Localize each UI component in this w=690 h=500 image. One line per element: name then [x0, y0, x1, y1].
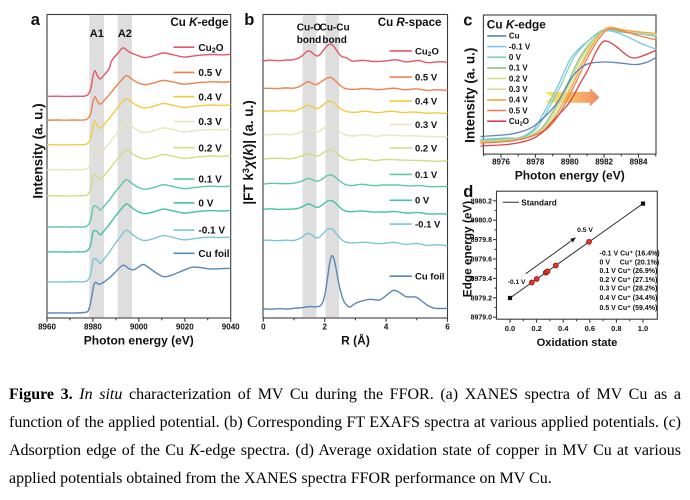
svg-text:6: 6	[445, 322, 450, 331]
svg-text:0.3 V Cu⁺ (28.2%): 0.3 V Cu⁺ (28.2%)	[600, 286, 658, 293]
svg-text:9020: 9020	[176, 322, 194, 331]
svg-text:Intensity (a. u.): Intensity (a. u.)	[463, 48, 478, 143]
svg-text:8980: 8980	[561, 158, 579, 167]
svg-text:8984: 8984	[630, 158, 648, 167]
svg-text:Cu-O: Cu-O	[297, 23, 322, 34]
svg-text:Oxidation state: Oxidation state	[537, 337, 618, 349]
svg-text:a: a	[31, 11, 41, 29]
svg-text:Standard: Standard	[521, 199, 557, 208]
svg-text:0.5 V: 0.5 V	[509, 106, 528, 115]
svg-text:8980.2: 8980.2	[471, 198, 493, 205]
svg-text:0.5 V Cu⁺ (59.4%): 0.5 V Cu⁺ (59.4%)	[600, 305, 658, 312]
svg-text:8960: 8960	[38, 322, 56, 331]
svg-text:0.1 V: 0.1 V	[198, 175, 222, 186]
svg-text:0.2 V: 0.2 V	[509, 74, 528, 83]
svg-text:0.0: 0.0	[505, 324, 515, 333]
svg-text:d: d	[463, 183, 473, 201]
svg-text:1.0: 1.0	[638, 324, 648, 333]
svg-text:0.4: 0.4	[558, 324, 569, 333]
svg-text:Cu2O: Cu2O	[509, 117, 529, 127]
svg-text:A2: A2	[118, 28, 132, 40]
svg-text:8978: 8978	[527, 158, 545, 167]
svg-text:8976: 8976	[492, 158, 510, 167]
svg-text:0.2 V: 0.2 V	[198, 143, 222, 154]
svg-text:8979.2: 8979.2	[471, 295, 493, 302]
svg-text:|FT k3χ(k)| (a. u.): |FT k3χ(k)| (a. u.)	[241, 100, 256, 204]
svg-text:Cu K-edge: Cu K-edge	[487, 18, 546, 32]
svg-text:0 V Cu⁺ (20.1%): 0 V Cu⁺ (20.1%)	[600, 259, 660, 266]
svg-text:0.3 V: 0.3 V	[509, 85, 528, 94]
svg-text:4: 4	[384, 322, 389, 331]
svg-text:-0.1 V: -0.1 V	[198, 226, 225, 237]
svg-text:0.3 V: 0.3 V	[415, 120, 438, 131]
svg-text:8979.6: 8979.6	[471, 257, 493, 264]
svg-text:8980.0: 8980.0	[471, 218, 493, 225]
svg-text:-0.1 V: -0.1 V	[415, 220, 441, 231]
svg-text:2: 2	[322, 322, 327, 331]
svg-text:Cu K-edge: Cu K-edge	[170, 16, 229, 29]
svg-text:9040: 9040	[222, 322, 240, 331]
svg-text:0.5 V: 0.5 V	[577, 227, 593, 234]
svg-text:0.5 V: 0.5 V	[198, 68, 222, 79]
svg-text:-0.1 V: -0.1 V	[509, 42, 531, 51]
svg-text:0: 0	[261, 322, 266, 331]
svg-text:8979.8: 8979.8	[471, 237, 493, 244]
svg-text:Cu: Cu	[509, 32, 520, 41]
svg-text:0.4 V: 0.4 V	[198, 92, 222, 103]
svg-text:8979.0: 8979.0	[471, 315, 493, 322]
svg-text:Cu2O: Cu2O	[198, 43, 223, 55]
svg-text:0.2 V Cu⁺ (27.1%): 0.2 V Cu⁺ (27.1%)	[600, 277, 658, 284]
svg-text:c: c	[463, 11, 472, 29]
svg-text:bond: bond	[297, 35, 321, 46]
svg-text:b: b	[244, 11, 254, 29]
svg-text:0.2 V: 0.2 V	[415, 143, 438, 154]
svg-text:0 V: 0 V	[198, 198, 213, 209]
svg-text:0.8: 0.8	[611, 324, 621, 333]
svg-text:0.5 V: 0.5 V	[415, 73, 438, 84]
svg-text:0.1 V Cu⁺ (26.9%): 0.1 V Cu⁺ (26.9%)	[600, 268, 658, 275]
svg-text:0.2: 0.2	[531, 324, 541, 333]
svg-text:0.4 V: 0.4 V	[509, 96, 528, 105]
svg-text:8979.4: 8979.4	[471, 276, 493, 283]
svg-text:0.4 V: 0.4 V	[415, 97, 438, 108]
svg-text:Intensity (a. u.): Intensity (a. u.)	[31, 103, 46, 198]
svg-text:Cu foil: Cu foil	[198, 249, 229, 260]
svg-text:A1: A1	[90, 28, 104, 40]
svg-text:8982: 8982	[595, 158, 613, 167]
svg-text:Cu foil: Cu foil	[415, 272, 445, 283]
svg-text:0 V: 0 V	[509, 53, 522, 62]
svg-text:8980: 8980	[84, 322, 102, 331]
svg-text:0.1 V: 0.1 V	[415, 170, 438, 181]
svg-text:0.6: 0.6	[585, 324, 595, 333]
svg-text:0.1 V: 0.1 V	[509, 64, 528, 73]
svg-text:Cu-Cu: Cu-Cu	[320, 23, 350, 34]
svg-text:Edge energy (eV): Edge energy (eV)	[461, 201, 475, 297]
svg-text:Photon energy (eV): Photon energy (eV)	[84, 334, 194, 348]
svg-text:bond: bond	[322, 35, 346, 46]
svg-text:Cu2O: Cu2O	[415, 46, 439, 58]
svg-text:R (Å): R (Å)	[341, 333, 370, 348]
svg-text:-0.1 V: -0.1 V	[508, 279, 526, 286]
svg-text:0.3 V: 0.3 V	[198, 117, 222, 128]
svg-text:0.4 V Cu⁺ (34.4%): 0.4 V Cu⁺ (34.4%)	[600, 295, 658, 302]
svg-text:-0.1 V Cu⁺ (16.4%): -0.1 V Cu⁺ (16.4%)	[600, 251, 660, 258]
svg-text:Cu R-space: Cu R-space	[378, 16, 442, 29]
svg-text:0 V: 0 V	[415, 196, 430, 207]
svg-text:Photon energy (eV): Photon energy (eV)	[515, 168, 625, 182]
svg-text:9000: 9000	[130, 322, 148, 331]
